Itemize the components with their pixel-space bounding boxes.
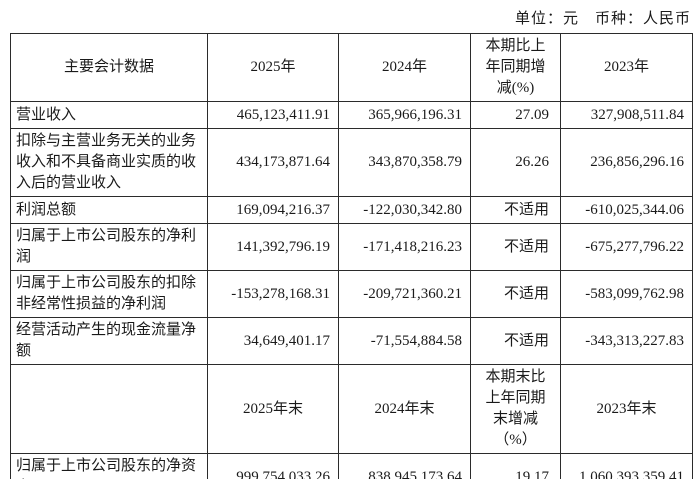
cell-2024: 365,966,196.31: [338, 101, 471, 129]
cell-2024: -71,554,884.58: [338, 317, 471, 365]
column-header-2025: 2025年: [207, 33, 339, 102]
cell-2025: 999,754,033.26: [207, 453, 339, 479]
cell-change: 19.17: [470, 453, 561, 479]
cell-2023: -343,313,227.83: [560, 317, 693, 365]
cell-2025: -153,278,168.31: [207, 270, 339, 318]
cell-2023: 1,060,393,359.41: [560, 453, 693, 479]
cell-2023: 327,908,511.84: [560, 101, 693, 129]
cell-2023: -610,025,344.06: [560, 196, 693, 224]
key-accounting-data-table: 主要会计数据 2025年 2024年 本期比上年同期增减(%) 2023年 营业…: [10, 33, 693, 479]
cell-2023: -675,277,796.22: [560, 223, 693, 271]
column-header-2025-end: 2025年末: [207, 364, 339, 454]
row-label: 营业收入: [10, 101, 208, 129]
table-row-net-assets: 归属于上市公司股东的净资产 999,754,033.26 838,945,173…: [10, 453, 693, 479]
cell-change: 不适用: [470, 270, 561, 318]
column-header-change: 本期比上年同期增减(%): [470, 33, 561, 102]
row-label: 经营活动产生的现金流量净额: [10, 317, 208, 365]
cell-2024: -122,030,342.80: [338, 196, 471, 224]
cell-2025: 141,392,796.19: [207, 223, 339, 271]
table-row-net-profit-excl-nonrecurring: 归属于上市公司股东的扣除非经常性损益的净利润 -153,278,168.31 -…: [10, 270, 693, 318]
cell-2025: 434,173,871.64: [207, 128, 339, 197]
cell-2025: 34,649,401.17: [207, 317, 339, 365]
cell-2023: -583,099,762.98: [560, 270, 693, 318]
table-row-adjusted-revenue: 扣除与主营业务无关的业务收入和不具备商业实质的收入后的营业收入 434,173,…: [10, 128, 693, 197]
cell-2024: -209,721,360.21: [338, 270, 471, 318]
cell-change: 26.26: [470, 128, 561, 197]
table-row-revenue: 营业收入 465,123,411.91 365,966,196.31 27.09…: [10, 101, 693, 129]
column-header-end-change: 本期末比上年同期末增减（%）: [470, 364, 561, 454]
table-header-period: 主要会计数据 2025年 2024年 本期比上年同期增减(%) 2023年: [10, 33, 693, 102]
column-header-empty: [10, 364, 208, 454]
column-header-metric: 主要会计数据: [10, 33, 208, 102]
column-header-2023: 2023年: [560, 33, 693, 102]
row-label: 扣除与主营业务无关的业务收入和不具备商业实质的收入后的营业收入: [10, 128, 208, 197]
column-header-2024: 2024年: [338, 33, 471, 102]
cell-change: 不适用: [470, 196, 561, 224]
row-label: 归属于上市公司股东的净利润: [10, 223, 208, 271]
row-label: 归属于上市公司股东的扣除非经常性损益的净利润: [10, 270, 208, 318]
table-row-net-profit: 归属于上市公司股东的净利润 141,392,796.19 -171,418,21…: [10, 223, 693, 271]
cell-change: 不适用: [470, 223, 561, 271]
cell-2024: 343,870,358.79: [338, 128, 471, 197]
table-header-period-end: 2025年末 2024年末 本期末比上年同期末增减（%） 2023年末: [10, 364, 693, 454]
row-label: 利润总额: [10, 196, 208, 224]
cell-change: 不适用: [470, 317, 561, 365]
unit-currency-note: 单位：元 币种：人民币: [514, 11, 691, 27]
cell-2023: 236,856,296.16: [560, 128, 693, 197]
cell-2024: 838,945,173.64: [338, 453, 471, 479]
column-header-2023-end: 2023年末: [560, 364, 693, 454]
table-row-total-profit: 利润总额 169,094,216.37 -122,030,342.80 不适用 …: [10, 196, 693, 224]
cell-2025: 169,094,216.37: [207, 196, 339, 224]
cell-2024: -171,418,216.23: [338, 223, 471, 271]
column-header-2024-end: 2024年末: [338, 364, 471, 454]
cell-2025: 465,123,411.91: [207, 101, 339, 129]
row-label: 归属于上市公司股东的净资产: [10, 453, 208, 479]
table-row-operating-cash-flow: 经营活动产生的现金流量净额 34,649,401.17 -71,554,884.…: [10, 317, 693, 365]
cell-change: 27.09: [470, 101, 561, 129]
